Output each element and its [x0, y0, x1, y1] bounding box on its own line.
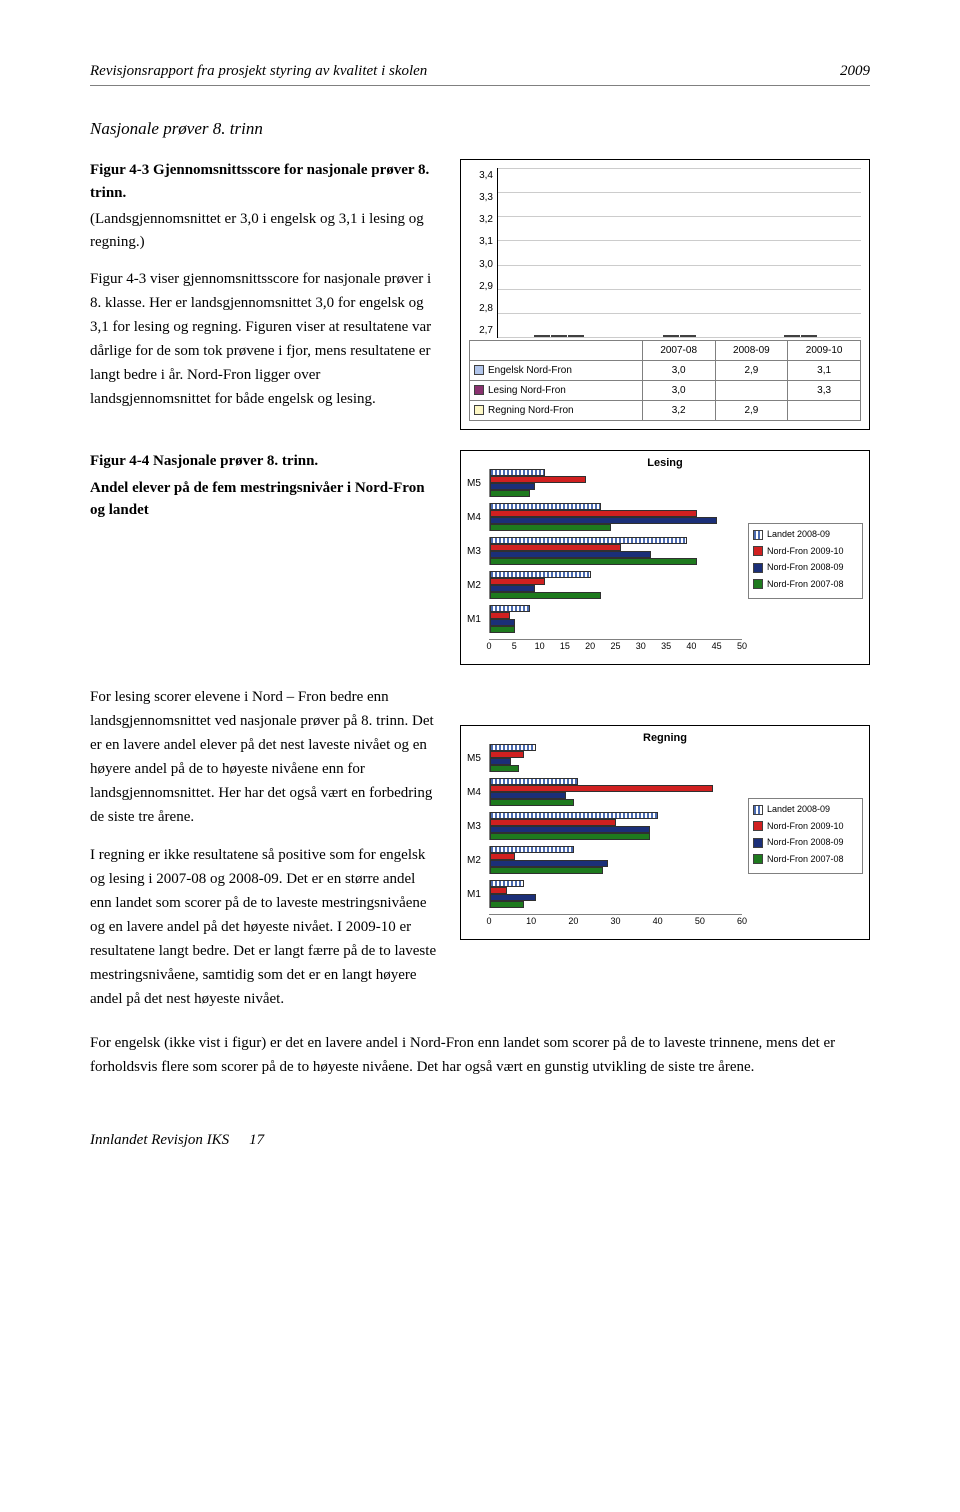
fig43-block: Figur 4-3 Gjennomsnittsscore for nasjona… — [90, 159, 870, 430]
section-title: Nasjonale prøver 8. trinn — [90, 116, 870, 142]
fig44-body1: For lesing scorer elevene i Nord – Fron … — [90, 685, 440, 829]
lesing-chart: LesingM5M4M3M2M105101520253035404550Land… — [460, 450, 870, 665]
fig43-sub: (Landsgjennomsnittet er 3,0 i engelsk og… — [90, 208, 440, 253]
fig43-caption: Figur 4-3 Gjennomsnittsscore for nasjona… — [90, 159, 440, 204]
header-right: 2009 — [840, 60, 870, 83]
fig44-body2: I regning er ikke resultatene så positiv… — [90, 843, 440, 1011]
footer-page: 17 — [249, 1129, 264, 1152]
page-footer: Innlandet Revisjon IKS 17 — [90, 1129, 870, 1152]
fig44-sub: Andel elever på de fem mestringsnivåer i… — [90, 477, 440, 522]
fig44-caption: Figur 4-4 Nasjonale prøver 8. trinn. — [90, 450, 440, 473]
regning-chart: RegningM5M4M3M2M10102030405060Landet 200… — [460, 725, 870, 940]
fig43-body: Figur 4-3 viser gjennomsnittsscore for n… — [90, 267, 440, 411]
closing-text: For engelsk (ikke vist i figur) er det e… — [90, 1031, 870, 1079]
chart1: 3,43,33,23,13,02,92,82,72007-082008-0920… — [460, 159, 870, 430]
fig44-body-block: For lesing scorer elevene i Nord – Fron … — [90, 685, 870, 1011]
fig44-block: Figur 4-4 Nasjonale prøver 8. trinn. And… — [90, 450, 870, 665]
page-header: Revisjonsrapport fra prosjekt styring av… — [90, 60, 870, 86]
header-left: Revisjonsrapport fra prosjekt styring av… — [90, 60, 427, 83]
footer-left: Innlandet Revisjon IKS — [90, 1129, 229, 1152]
